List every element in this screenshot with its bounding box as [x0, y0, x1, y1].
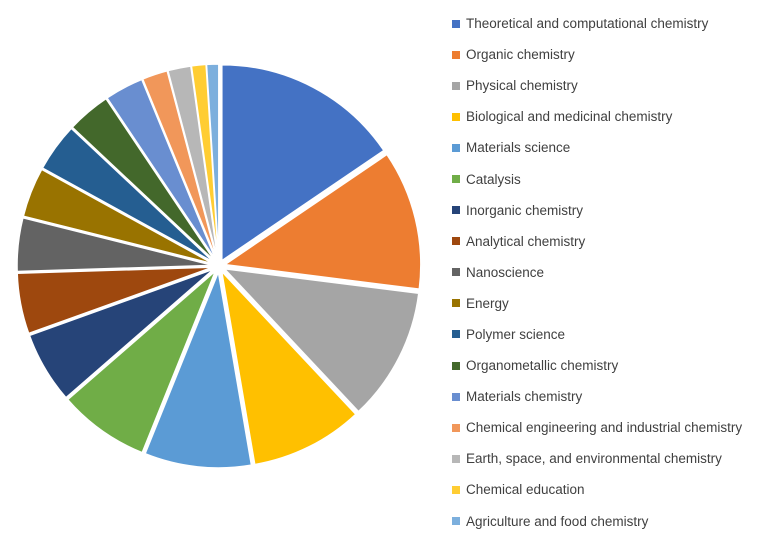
legend-swatch	[452, 143, 460, 152]
pie-slice-5	[144, 269, 253, 469]
pie-slice-1	[221, 63, 385, 263]
legend-item: Theoretical and computational chemistry	[452, 8, 764, 39]
legend-swatch	[452, 299, 460, 308]
pie-chart	[16, 63, 422, 469]
legend-swatch	[452, 81, 460, 90]
legend-label: Organometallic chemistry	[466, 358, 619, 374]
legend-item: Organic chemistry	[452, 39, 764, 70]
legend-item: Nanoscience	[452, 257, 764, 288]
legend-swatch	[452, 423, 460, 432]
legend-swatch	[452, 392, 460, 401]
legend-label: Chemical education	[466, 482, 585, 498]
legend-swatch	[452, 19, 460, 28]
pie-svg	[16, 63, 422, 469]
pie-slice-8	[16, 266, 214, 335]
legend-swatch	[452, 361, 460, 370]
pie-slice-11	[41, 127, 215, 264]
pie-slice-6	[66, 270, 217, 454]
pie-slice-10	[22, 168, 214, 265]
legend-swatch	[452, 330, 460, 339]
legend-swatch	[452, 112, 460, 121]
legend-item: Physical chemistry	[452, 70, 764, 101]
legend-label: Earth, space, and environmental chemistr…	[466, 451, 722, 467]
legend-item: Materials chemistry	[452, 381, 764, 412]
pie-slice-12	[71, 97, 216, 262]
legend-item: Chemical engineering and industrial chem…	[452, 412, 764, 443]
pie-slice-7	[28, 268, 215, 399]
legend-label: Materials science	[466, 140, 571, 156]
legend-item: Catalysis	[452, 163, 764, 194]
pie-slice-9	[16, 216, 214, 273]
legend-item: Energy	[452, 288, 764, 319]
legend-swatch	[452, 206, 460, 215]
pie-slice-13	[105, 78, 217, 262]
legend-swatch	[452, 237, 460, 246]
legend-item: Analytical chemistry	[452, 226, 764, 257]
legend-item: Polymer science	[452, 319, 764, 350]
legend-swatch	[452, 454, 460, 463]
pie-slice-3	[222, 267, 420, 413]
legend-swatch	[452, 268, 460, 277]
pie-slice-14	[141, 69, 218, 261]
legend-label: Agriculture and food chemistry	[466, 513, 649, 529]
legend-item: Materials science	[452, 132, 764, 163]
legend-label: Organic chemistry	[466, 47, 575, 63]
legend-swatch	[452, 485, 460, 494]
legend-label: Analytical chemistry	[466, 233, 586, 249]
legend-item: Inorganic chemistry	[452, 195, 764, 226]
legend-item: Earth, space, and environmental chemistr…	[452, 443, 764, 474]
legend-label: Inorganic chemistry	[466, 202, 584, 218]
legend-label: Chemical engineering and industrial chem…	[466, 420, 743, 436]
legend-item: Organometallic chemistry	[452, 350, 764, 381]
legend-label: Materials chemistry	[466, 389, 583, 405]
legend-label: Energy	[466, 295, 509, 311]
pie-slice-17	[205, 63, 220, 261]
legend-item: Chemical education	[452, 474, 764, 505]
legend-label: Catalysis	[466, 171, 521, 187]
legend-swatch	[452, 517, 460, 526]
legend-label: Polymer science	[466, 326, 566, 342]
legend-label: Biological and medicinal chemistry	[466, 109, 673, 125]
legend-label: Physical chemistry	[466, 78, 578, 94]
pie-slice-4	[220, 269, 357, 466]
legend-item: Agriculture and food chemistry	[452, 506, 764, 537]
pie-slice-2	[222, 153, 422, 291]
legend-swatch	[452, 175, 460, 184]
legend-item: Biological and medicinal chemistry	[452, 101, 764, 132]
legend-label: Theoretical and computational chemistry	[466, 16, 709, 32]
legend-label: Nanoscience	[466, 264, 545, 280]
legend-swatch	[452, 50, 460, 59]
legend: Theoretical and computational chemistry O…	[452, 8, 764, 537]
